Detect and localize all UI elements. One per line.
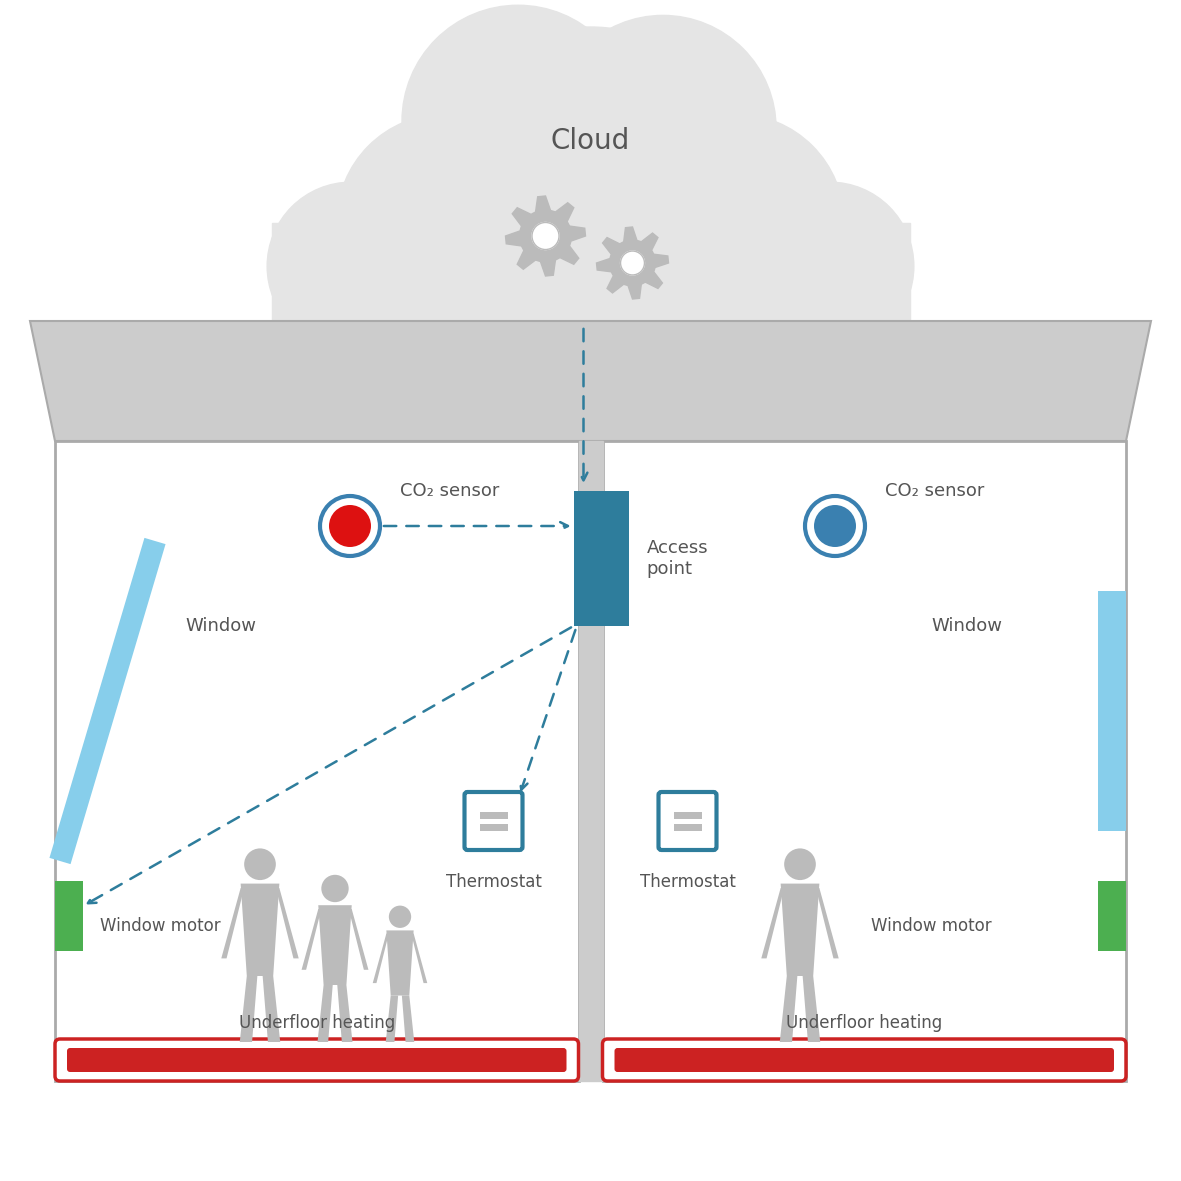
FancyBboxPatch shape xyxy=(464,792,522,850)
Polygon shape xyxy=(338,985,352,1042)
Circle shape xyxy=(627,115,844,332)
Text: Thermostat: Thermostat xyxy=(640,873,736,890)
Polygon shape xyxy=(348,909,368,970)
Polygon shape xyxy=(779,976,797,1042)
FancyBboxPatch shape xyxy=(602,1039,1125,1081)
Polygon shape xyxy=(30,321,1151,441)
Circle shape xyxy=(745,182,914,351)
Circle shape xyxy=(321,875,348,902)
Bar xyxy=(574,491,628,626)
Polygon shape xyxy=(373,933,389,983)
Polygon shape xyxy=(276,888,299,959)
Text: Underfloor heating: Underfloor heating xyxy=(787,1014,942,1032)
Polygon shape xyxy=(816,888,839,959)
Bar xyxy=(56,441,579,1081)
Circle shape xyxy=(267,182,436,351)
Bar xyxy=(673,823,702,830)
Polygon shape xyxy=(241,883,280,976)
Bar xyxy=(272,223,909,339)
Circle shape xyxy=(389,906,411,928)
Text: Window: Window xyxy=(931,616,1001,635)
Text: Cloud: Cloud xyxy=(550,128,631,155)
FancyBboxPatch shape xyxy=(56,1039,579,1081)
Polygon shape xyxy=(50,537,165,864)
Text: Window: Window xyxy=(185,616,256,635)
Polygon shape xyxy=(318,985,333,1042)
Circle shape xyxy=(550,15,776,242)
Polygon shape xyxy=(221,888,244,959)
Bar xyxy=(56,881,83,951)
Polygon shape xyxy=(411,933,428,983)
Circle shape xyxy=(337,115,554,332)
Polygon shape xyxy=(301,909,321,970)
Polygon shape xyxy=(781,883,820,976)
FancyBboxPatch shape xyxy=(67,1048,567,1072)
Polygon shape xyxy=(803,976,821,1042)
Polygon shape xyxy=(386,931,413,996)
Bar xyxy=(479,823,508,830)
Text: Window motor: Window motor xyxy=(872,916,992,935)
Polygon shape xyxy=(505,196,586,276)
Text: Underfloor heating: Underfloor heating xyxy=(239,1014,394,1032)
Polygon shape xyxy=(386,996,398,1042)
Bar xyxy=(1098,881,1125,951)
Circle shape xyxy=(531,222,559,249)
FancyBboxPatch shape xyxy=(614,1048,1114,1072)
Text: CO₂ sensor: CO₂ sensor xyxy=(400,482,500,500)
Circle shape xyxy=(814,505,856,547)
Bar xyxy=(1098,590,1125,831)
Polygon shape xyxy=(262,976,280,1042)
Circle shape xyxy=(244,848,276,880)
Circle shape xyxy=(805,496,864,556)
Polygon shape xyxy=(402,996,415,1042)
Circle shape xyxy=(431,27,750,346)
Text: CO₂ sensor: CO₂ sensor xyxy=(885,482,985,500)
Bar xyxy=(602,441,1125,1081)
Text: Access
point: Access point xyxy=(646,539,709,578)
Polygon shape xyxy=(596,227,668,299)
Polygon shape xyxy=(762,888,784,959)
Text: Window motor: Window motor xyxy=(100,916,221,935)
Circle shape xyxy=(320,496,380,556)
Bar xyxy=(479,811,508,818)
Circle shape xyxy=(329,505,371,547)
Bar xyxy=(673,811,702,818)
Text: Thermostat: Thermostat xyxy=(445,873,541,890)
Bar xyxy=(579,441,602,1081)
Circle shape xyxy=(784,848,816,880)
FancyBboxPatch shape xyxy=(659,792,717,850)
Polygon shape xyxy=(319,905,352,985)
Polygon shape xyxy=(240,976,257,1042)
Circle shape xyxy=(402,5,634,237)
Circle shape xyxy=(620,252,645,275)
